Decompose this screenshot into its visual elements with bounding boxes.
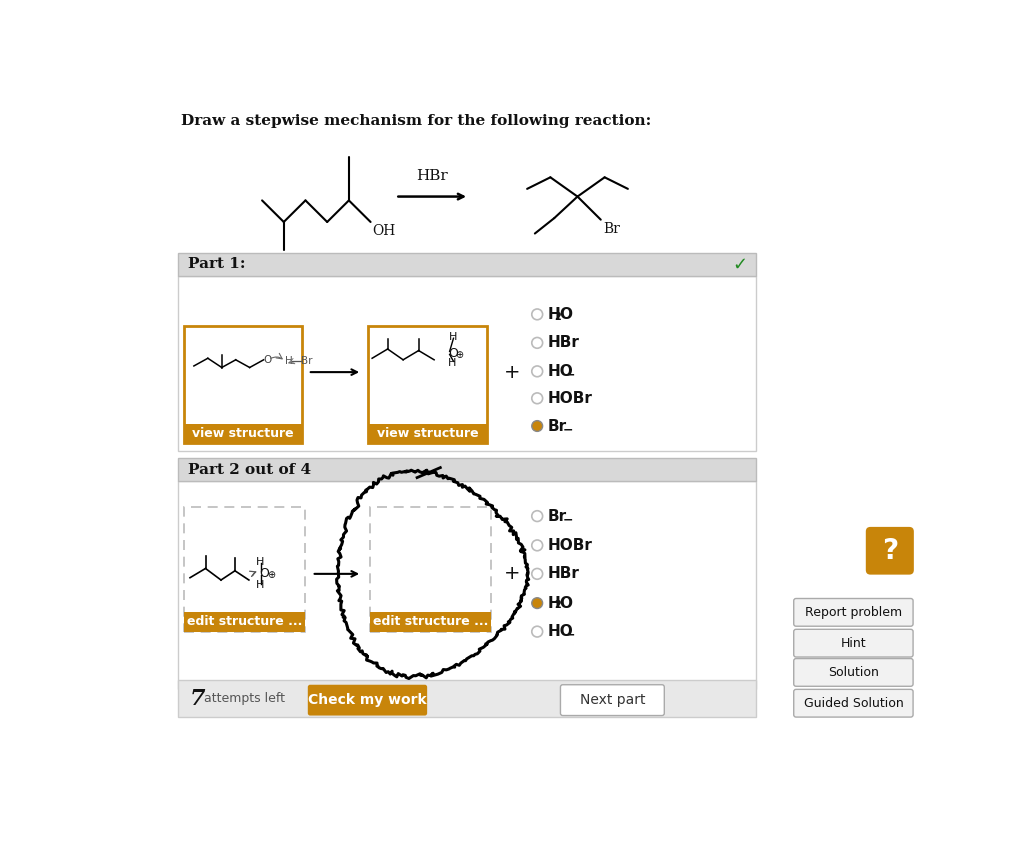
Text: edit structure ...: edit structure ... — [187, 615, 302, 628]
Circle shape — [531, 309, 543, 319]
Text: Br: Br — [301, 357, 312, 366]
Text: HO: HO — [547, 624, 573, 639]
Text: H: H — [450, 332, 458, 342]
Text: O: O — [559, 307, 571, 322]
Text: view structure: view structure — [377, 427, 478, 440]
Text: H: H — [256, 556, 264, 567]
Text: −: − — [564, 629, 574, 642]
Circle shape — [531, 421, 543, 431]
Bar — [178, 681, 756, 717]
Text: Part 2 out of 4: Part 2 out of 4 — [188, 463, 311, 477]
Text: −: − — [563, 424, 573, 437]
Text: −: − — [563, 514, 573, 527]
Bar — [183, 507, 305, 632]
Text: attempts left: attempts left — [204, 692, 285, 705]
FancyBboxPatch shape — [794, 629, 913, 657]
Text: Guided Solution: Guided Solution — [804, 697, 903, 710]
Bar — [370, 507, 492, 632]
Text: HBr: HBr — [547, 335, 580, 351]
FancyBboxPatch shape — [794, 689, 913, 717]
Text: view structure: view structure — [193, 427, 294, 440]
Text: O: O — [263, 355, 272, 365]
Circle shape — [531, 626, 543, 637]
Text: HO: HO — [547, 364, 573, 378]
Text: H: H — [256, 581, 264, 590]
Bar — [183, 612, 305, 632]
FancyBboxPatch shape — [794, 599, 913, 626]
Text: Br: Br — [547, 418, 566, 433]
Text: ⊕: ⊕ — [455, 350, 463, 360]
Bar — [178, 276, 756, 450]
Bar — [183, 424, 302, 443]
Circle shape — [531, 598, 543, 608]
Circle shape — [531, 393, 543, 404]
Text: Part 1:: Part 1: — [188, 257, 246, 272]
Text: O: O — [260, 568, 269, 581]
Text: H: H — [547, 307, 560, 322]
Text: HBr: HBr — [547, 566, 580, 582]
Text: Br: Br — [547, 509, 566, 523]
Text: Solution: Solution — [828, 666, 879, 679]
Text: −: − — [564, 369, 574, 382]
Text: ⊕: ⊕ — [266, 570, 274, 581]
FancyBboxPatch shape — [308, 685, 427, 715]
Text: +: + — [504, 363, 520, 382]
FancyBboxPatch shape — [794, 659, 913, 687]
Text: Report problem: Report problem — [805, 606, 902, 619]
Text: Check my work: Check my work — [308, 694, 427, 707]
Bar — [369, 326, 486, 443]
Text: H: H — [447, 358, 456, 368]
Bar — [178, 253, 756, 276]
FancyBboxPatch shape — [866, 527, 913, 575]
Text: Draw a stepwise mechanism for the following reaction:: Draw a stepwise mechanism for the follow… — [180, 114, 651, 128]
Circle shape — [531, 510, 543, 522]
Circle shape — [531, 569, 543, 579]
Text: HBr: HBr — [416, 169, 447, 183]
Circle shape — [531, 540, 543, 551]
Text: Next part: Next part — [580, 694, 645, 707]
Bar — [178, 482, 756, 689]
Bar — [370, 612, 492, 632]
FancyBboxPatch shape — [560, 685, 665, 715]
Text: 2: 2 — [554, 312, 561, 322]
Text: H: H — [285, 357, 292, 366]
Bar — [369, 424, 486, 443]
Bar — [178, 458, 756, 482]
Text: 2: 2 — [554, 601, 561, 610]
Text: HOBr: HOBr — [547, 538, 592, 553]
Text: O: O — [559, 595, 571, 610]
Bar — [183, 326, 302, 443]
Text: ✓: ✓ — [732, 255, 748, 273]
Circle shape — [531, 338, 543, 348]
Text: H: H — [547, 595, 560, 610]
Text: Hint: Hint — [841, 636, 866, 649]
Text: +: + — [504, 564, 520, 583]
Text: Br: Br — [603, 222, 620, 236]
Text: OH: OH — [372, 223, 395, 238]
Text: O: O — [449, 347, 458, 360]
Text: 7: 7 — [190, 687, 206, 710]
Text: HOBr: HOBr — [547, 391, 592, 406]
Circle shape — [531, 366, 543, 377]
Text: ?: ? — [882, 536, 898, 565]
Text: edit structure ...: edit structure ... — [373, 615, 488, 628]
